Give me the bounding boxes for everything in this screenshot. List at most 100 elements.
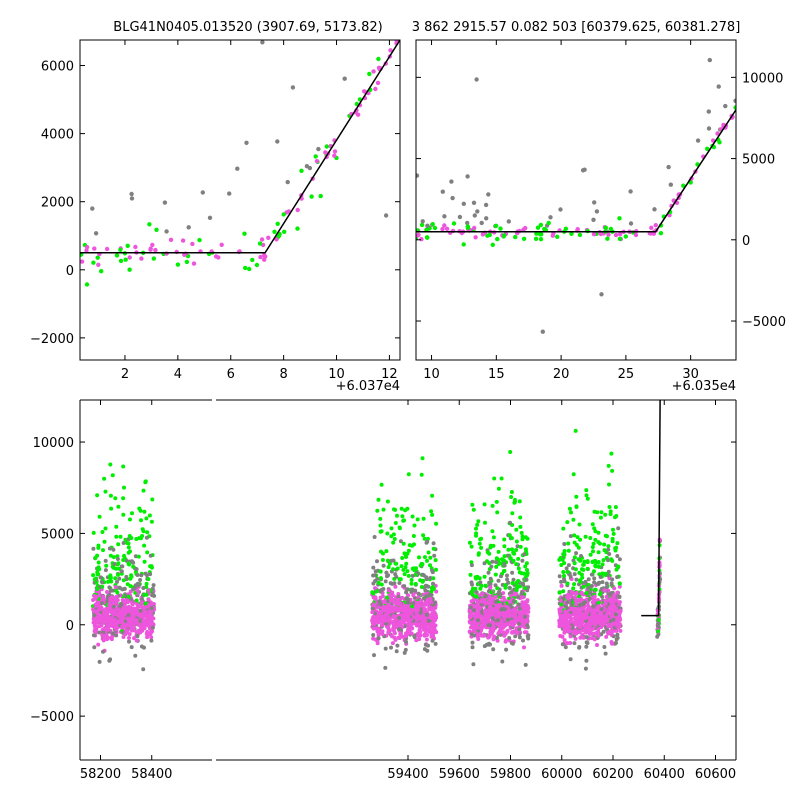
data-point — [431, 585, 435, 589]
data-point — [424, 602, 429, 607]
data-point — [120, 620, 125, 624]
data-point — [591, 549, 595, 554]
data-point — [134, 537, 139, 541]
data-point — [107, 585, 112, 590]
x-tick-label: 59800 — [490, 767, 531, 782]
data-point — [572, 561, 577, 566]
data-point — [571, 620, 576, 625]
data-point — [421, 573, 426, 578]
data-point — [419, 472, 424, 477]
data-point — [603, 225, 608, 230]
data-point — [131, 564, 136, 569]
data-point — [146, 588, 151, 593]
data-point — [402, 584, 407, 589]
data-point — [429, 607, 434, 612]
data-point — [150, 625, 155, 630]
data-point — [593, 558, 598, 563]
data-point — [416, 173, 420, 178]
data-point — [584, 635, 589, 640]
data-point — [243, 265, 248, 271]
data-point — [401, 518, 406, 523]
data-point — [114, 633, 119, 638]
data-point — [124, 558, 129, 563]
data-point — [599, 607, 604, 611]
data-point — [562, 573, 566, 578]
data-point — [477, 541, 482, 546]
data-point — [486, 570, 491, 575]
data-point — [588, 621, 593, 626]
data-point — [145, 623, 150, 628]
data-point — [490, 613, 495, 618]
data-point — [142, 543, 147, 548]
data-point — [502, 607, 507, 612]
data-point — [139, 573, 144, 578]
data-point — [474, 614, 479, 619]
data-point — [136, 554, 141, 559]
data-point — [592, 200, 597, 205]
data-point — [706, 109, 711, 114]
data-point — [577, 578, 582, 583]
data-point — [615, 590, 620, 595]
data-point — [480, 592, 485, 596]
data-point — [115, 607, 120, 612]
data-point — [572, 582, 577, 587]
data-point — [479, 599, 484, 604]
data-point — [613, 606, 618, 611]
data-point — [606, 547, 611, 552]
data-point — [116, 619, 121, 624]
data-point — [103, 489, 108, 494]
data-point — [150, 497, 155, 502]
top-left-panel: 2 4 6 8 10 12 −2000 0 2000 4000 6000 +6.037e4 — [30, 39, 401, 394]
data-point — [520, 558, 525, 563]
data-point — [485, 550, 490, 555]
data-point — [108, 462, 113, 467]
data-point — [565, 520, 570, 525]
data-point — [484, 642, 489, 647]
data-point — [598, 622, 603, 627]
data-point — [99, 575, 104, 580]
data-point — [615, 554, 620, 558]
data-point — [391, 567, 396, 572]
data-point — [609, 632, 614, 637]
data-point — [574, 602, 579, 607]
data-point — [518, 584, 522, 589]
data-point — [501, 558, 506, 563]
data-point — [612, 593, 617, 598]
data-point — [471, 598, 476, 602]
data-point — [99, 269, 104, 274]
data-point — [505, 573, 509, 578]
data-point — [479, 536, 484, 541]
data-point — [564, 617, 569, 622]
data-point — [134, 567, 139, 572]
data-point — [474, 526, 478, 531]
data-point — [715, 131, 720, 136]
data-point — [128, 517, 132, 522]
data-point — [103, 558, 108, 563]
data-point — [282, 229, 287, 234]
data-point — [403, 634, 408, 639]
top-left-points — [80, 40, 400, 287]
data-point — [409, 578, 414, 582]
data-point — [108, 493, 113, 498]
data-point — [92, 246, 97, 251]
data-point — [381, 507, 386, 512]
data-point — [514, 588, 519, 592]
data-point — [555, 234, 560, 239]
data-point — [373, 86, 378, 92]
data-point — [499, 476, 504, 481]
data-point — [410, 604, 415, 609]
data-point — [603, 598, 608, 603]
data-point — [378, 602, 383, 607]
data-point — [603, 602, 608, 606]
data-point — [318, 193, 323, 199]
data-point — [449, 179, 454, 184]
data-point — [577, 232, 583, 238]
data-point — [391, 609, 396, 614]
data-point — [111, 547, 116, 552]
data-point — [476, 625, 481, 630]
data-point — [391, 620, 396, 625]
data-point — [505, 628, 510, 633]
x-tick-label: 20 — [553, 367, 570, 382]
data-point — [512, 551, 517, 556]
data-point — [92, 577, 97, 582]
